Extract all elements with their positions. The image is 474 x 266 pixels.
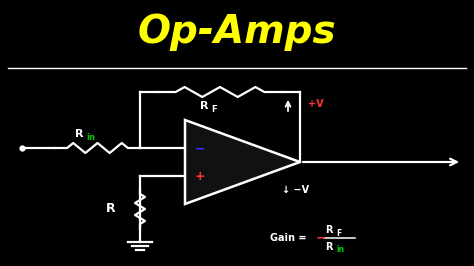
Text: ↓ −V: ↓ −V <box>282 185 309 195</box>
Text: in: in <box>86 134 95 143</box>
Text: in: in <box>336 246 344 255</box>
Text: R: R <box>325 225 332 235</box>
Text: R: R <box>75 129 84 139</box>
Text: F: F <box>211 106 217 114</box>
Polygon shape <box>185 120 300 204</box>
Text: +V: +V <box>308 99 324 109</box>
Text: F: F <box>336 228 341 238</box>
Text: Op-Amps: Op-Amps <box>137 13 337 51</box>
Text: −: − <box>316 231 327 244</box>
Text: R: R <box>200 101 209 111</box>
Text: +: + <box>195 171 206 184</box>
Text: Gain =: Gain = <box>270 233 310 243</box>
Text: R: R <box>325 242 332 252</box>
Text: −: − <box>195 143 206 156</box>
Text: R: R <box>106 202 116 215</box>
